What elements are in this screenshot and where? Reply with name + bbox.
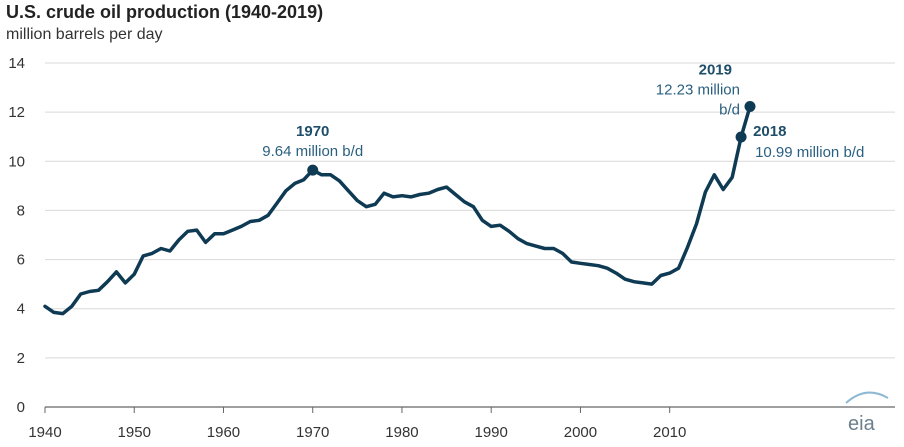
y-tick-label-8: 8 (17, 202, 25, 219)
x-tick-label-1940: 1940 (28, 424, 61, 441)
y-tick-label-10: 10 (8, 153, 25, 170)
annotation-year-2019: 2019 (699, 61, 732, 78)
marker-2019 (744, 100, 756, 112)
x-tick-label-1970: 1970 (296, 424, 329, 441)
x-tick-label-1990: 1990 (475, 424, 508, 441)
y-tick-label-0: 0 (17, 399, 25, 416)
x-tick-label-1950: 1950 (118, 424, 151, 441)
axes: 0 2 4 6 8 10 12 14 1940 1950 1960 1970 1980 1990 2000 2… (8, 55, 895, 441)
annotation-value-2019-0: 12.23 million (656, 81, 740, 98)
annotations: 1970 9.64 million b/d 2019 12.23 million b/d… (262, 61, 864, 176)
y-tick-label-12: 12 (8, 104, 25, 121)
marker-2018 (735, 131, 747, 143)
eia-logo: eia (845, 391, 889, 435)
series-line-0 (43, 104, 752, 316)
y-tick-label-6: 6 (17, 252, 25, 269)
marker-1970 (307, 164, 319, 176)
x-tick-label-1960: 1960 (207, 424, 240, 441)
logo-text: eia (848, 413, 876, 435)
x-tick-label-2010: 2010 (653, 424, 686, 441)
y-tick-label-14: 14 (8, 55, 25, 72)
annotation-year-2018: 2018 (753, 123, 786, 140)
x-tick-label-2000: 2000 (564, 424, 597, 441)
annotation-value-2018-0: 10.99 million b/d (755, 144, 864, 161)
y-tick-label-4: 4 (17, 301, 25, 318)
annotation-value-1970-0: 9.64 million b/d (262, 143, 363, 160)
chart-title: U.S. crude oil production (1940-2019) (6, 2, 324, 22)
annotation-year-1970: 1970 (296, 123, 329, 140)
chart-subtitle: million barrels per day (6, 26, 163, 43)
annotation-value-2019-1: b/d (719, 101, 740, 118)
x-tick-label-1980: 1980 (385, 424, 418, 441)
y-tick-label-2: 2 (17, 350, 25, 367)
gridlines (45, 62, 895, 359)
series-layer (43, 104, 752, 316)
